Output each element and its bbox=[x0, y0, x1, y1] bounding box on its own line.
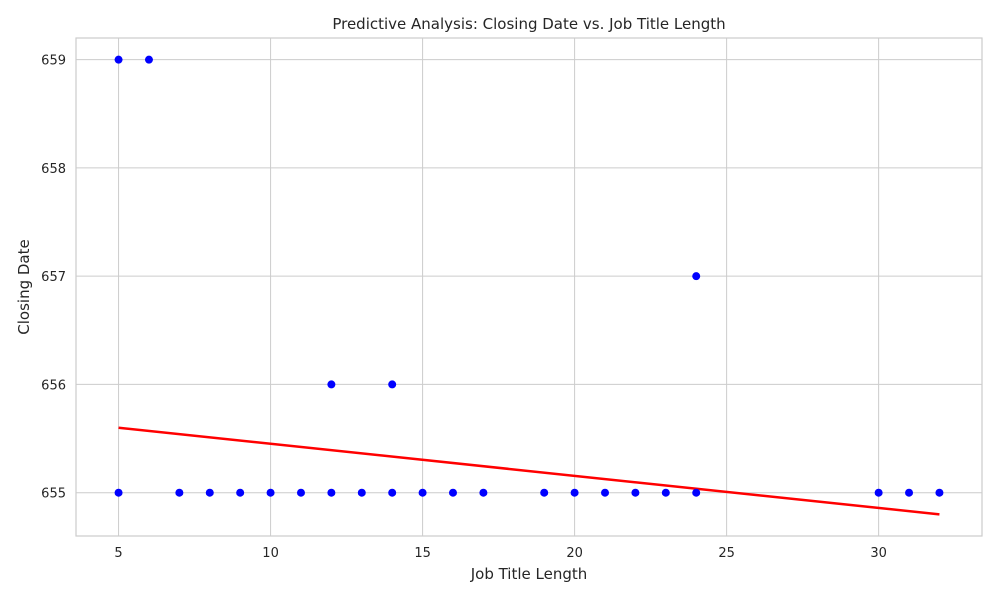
data-point bbox=[661, 488, 670, 497]
x-tick-label: 20 bbox=[566, 546, 583, 561]
data-point bbox=[935, 488, 944, 497]
points-layer bbox=[114, 55, 944, 497]
data-point bbox=[175, 488, 184, 497]
trend-layer bbox=[118, 426, 940, 516]
data-point bbox=[114, 55, 123, 64]
data-point bbox=[114, 488, 123, 497]
y-tick-label: 658 bbox=[41, 162, 66, 177]
data-point bbox=[266, 488, 275, 497]
data-point bbox=[388, 380, 397, 389]
data-point bbox=[479, 488, 488, 497]
x-tick-label: 5 bbox=[114, 546, 122, 561]
data-point bbox=[296, 488, 305, 497]
data-point bbox=[692, 488, 701, 497]
x-tick-label: 10 bbox=[262, 546, 279, 561]
data-point bbox=[388, 488, 397, 497]
data-point bbox=[205, 488, 214, 497]
y-tick-label: 659 bbox=[41, 54, 66, 69]
data-point bbox=[418, 488, 427, 497]
data-point bbox=[570, 488, 579, 497]
x-tick-labels: 5 10 15 20 25 30 bbox=[114, 546, 886, 561]
data-point bbox=[327, 488, 336, 497]
grid-layer bbox=[76, 38, 982, 536]
x-tick-label: 25 bbox=[718, 546, 735, 561]
data-point bbox=[236, 488, 245, 497]
data-point bbox=[327, 380, 336, 389]
data-point bbox=[631, 488, 640, 497]
y-tick-labels: 655 656 657 658 659 bbox=[41, 54, 66, 502]
data-point bbox=[540, 488, 549, 497]
data-point bbox=[601, 488, 610, 497]
chart-title: Predictive Analysis: Closing Date vs. Jo… bbox=[332, 15, 725, 33]
data-point bbox=[448, 488, 457, 497]
y-tick-label: 657 bbox=[41, 270, 66, 285]
y-axis-label: Closing Date bbox=[15, 239, 33, 334]
y-tick-label: 656 bbox=[41, 378, 66, 393]
data-point bbox=[874, 488, 883, 497]
data-point bbox=[905, 488, 914, 497]
x-tick-label: 30 bbox=[870, 546, 887, 561]
x-axis-label: Job Title Length bbox=[470, 565, 588, 583]
x-tick-label: 15 bbox=[414, 546, 431, 561]
data-point bbox=[357, 488, 366, 497]
y-tick-label: 655 bbox=[41, 487, 66, 502]
data-point bbox=[144, 55, 153, 64]
data-point bbox=[692, 272, 701, 281]
plot-frame bbox=[75, 37, 983, 537]
trend-line bbox=[118, 426, 940, 516]
